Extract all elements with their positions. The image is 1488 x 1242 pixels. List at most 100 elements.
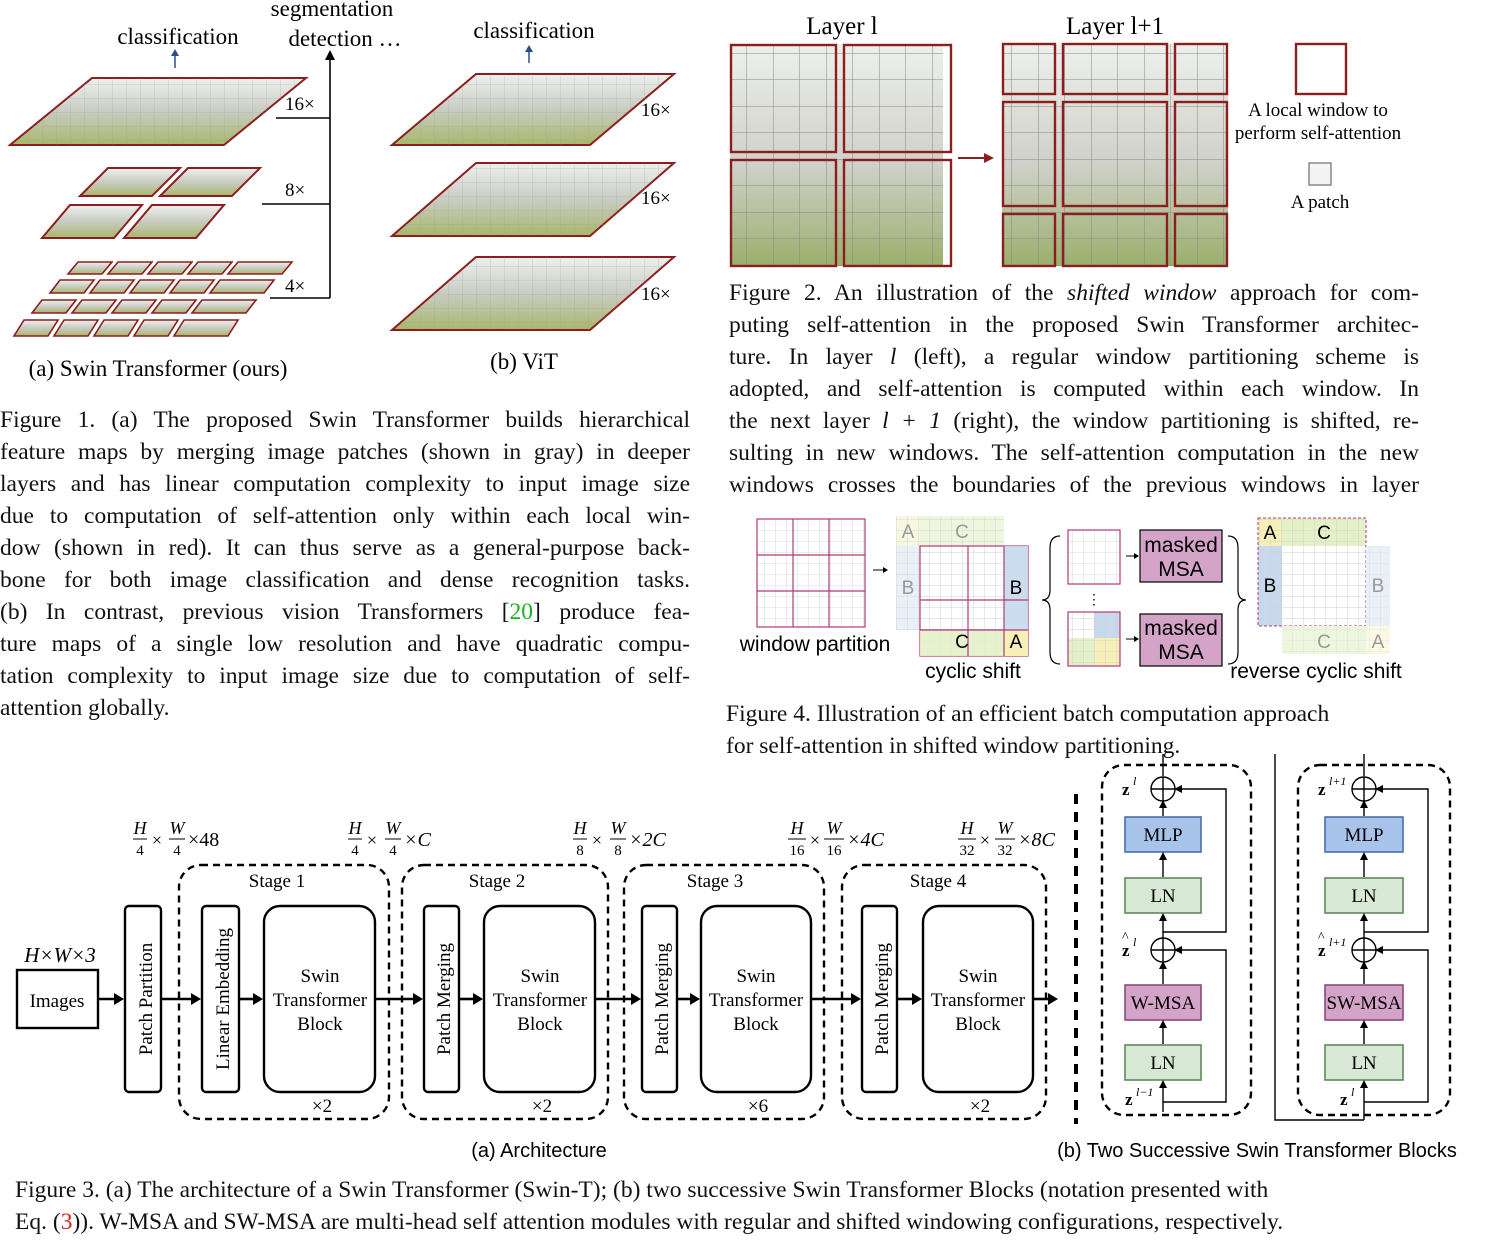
swin-block-stage-3: Swin Transformer Block [699, 904, 813, 1094]
svg-text:×: × [367, 830, 377, 850]
dims-input-embedding: H 4 × W 4 ×48 [133, 818, 220, 859]
svg-text:×: × [980, 830, 990, 850]
svg-text:MSA: MSA [1158, 641, 1204, 664]
dims-stage-4: H 32 × W 32 ×8C [958, 818, 1055, 859]
svg-text:×: × [152, 830, 162, 850]
svg-text:l: l [1133, 935, 1137, 949]
batch-window-top [1067, 529, 1121, 585]
masked-msa-box-top: masked MSA [1139, 529, 1223, 583]
segmentation-label: segmentation [271, 0, 394, 21]
vit-layer-top [389, 73, 677, 146]
legend-window-label: A local window to [1248, 100, 1388, 121]
cyclic-shift-label: cyclic shift [925, 660, 1021, 683]
svg-text:Patch Merging: Patch Merging [434, 942, 455, 1055]
svg-text:LN: LN [1351, 886, 1377, 907]
faded-a-label: A [902, 522, 915, 543]
reverse-faded-b-label: B [1372, 576, 1385, 597]
patch-partition-box: Patch Partition [123, 904, 163, 1094]
swin-block-stage-4: Swin Transformer Block [921, 904, 1035, 1094]
patch-merging-box-4: Patch Merging [860, 904, 899, 1094]
reverse-c-label: C [1317, 523, 1331, 544]
faded-b-label: B [902, 578, 915, 599]
stage-4-label: Stage 4 [910, 871, 967, 892]
stage-2-repeat: ×2 [532, 1096, 552, 1117]
stage-3-label: Stage 3 [687, 871, 743, 892]
svg-text:32: 32 [998, 843, 1013, 859]
svg-text:8: 8 [614, 843, 622, 859]
svg-text:Patch Merging: Patch Merging [652, 942, 673, 1055]
input-dims-label: H×W×3 [23, 943, 96, 967]
swin-block-swmsa: MLP LN SW-MSA LN [1296, 754, 1452, 1120]
dims-stage-1: H 4 × W 4 ×C [348, 818, 432, 859]
faded-c-label: C [955, 522, 969, 543]
svg-text:LN: LN [1150, 886, 1176, 907]
masked-msa-box-bottom: masked MSA [1139, 613, 1223, 667]
fig3-subcaption-b: (b) Two Successive Swin Transformer Bloc… [1057, 1140, 1457, 1162]
reverse-cyclic-shift-label: reverse cyclic shift [1230, 660, 1402, 683]
figure-4-caption: Figure 4. Illustration of an efficient b… [726, 701, 1330, 759]
svg-text:MLP: MLP [1143, 825, 1182, 846]
svg-text:4: 4 [136, 843, 144, 859]
svg-text:×48: ×48 [188, 829, 219, 851]
svg-text:Transformer: Transformer [493, 990, 588, 1011]
reverse-b-label: B [1264, 576, 1277, 597]
svg-text:masked: masked [1144, 534, 1218, 557]
svg-text:MLP: MLP [1344, 825, 1383, 846]
images-box: Images [15, 968, 100, 1030]
stage-4-repeat: ×2 [970, 1096, 990, 1117]
vit-scale-middle: 16× [641, 188, 671, 209]
svg-text:l: l [1133, 774, 1137, 788]
reverse-faded-a-label: A [1372, 632, 1385, 653]
svg-text:z: z [1340, 1090, 1348, 1109]
classification-arrowhead-a [171, 49, 179, 56]
reverse-a-label: A [1264, 523, 1277, 544]
legend-patch-label: A patch [1291, 192, 1350, 213]
batch-ellipsis: ⋮ [1087, 593, 1101, 608]
figure-1-diagram: classification segmentation detection … [7, 0, 677, 381]
equation-3-ref[interactable]: 3 [60, 1209, 73, 1235]
fig3-subcaption-a: (a) Architecture [471, 1140, 607, 1162]
svg-text:W: W [170, 818, 187, 838]
figure-2-caption: Figure 2. An illustration of the shifted… [729, 280, 1420, 498]
svg-text:H: H [573, 818, 588, 838]
layer-l-windows [729, 43, 953, 268]
citation-20[interactable]: 20 [509, 599, 534, 625]
svg-text:z: z [1318, 941, 1326, 960]
swin-block-wmsa: MLP LN W-MSA LN [1100, 754, 1253, 1117]
svg-text:32: 32 [960, 843, 975, 859]
swin-layer-16x [7, 77, 309, 146]
shifted-a-label: A [1010, 632, 1023, 653]
svg-text:Transformer: Transformer [273, 990, 368, 1011]
svg-text:LN: LN [1351, 1053, 1377, 1074]
svg-text:z: z [1122, 780, 1130, 799]
figure-4-diagram: window partition A C B B C A cyclic shif… [739, 516, 1402, 683]
svg-text:MSA: MSA [1158, 558, 1204, 581]
svg-text:H: H [348, 818, 363, 838]
svg-text:z: z [1125, 1090, 1133, 1109]
figure-2-diagram: Layer l Layer l+1 A local window to perf… [729, 13, 1402, 268]
stage-1-repeat: ×2 [312, 1096, 332, 1117]
swin-layer-8x [39, 167, 263, 239]
svg-text:Patch Merging: Patch Merging [872, 942, 893, 1055]
svg-text:W-MSA: W-MSA [1131, 993, 1196, 1014]
svg-text:W: W [827, 818, 844, 838]
shifted-c-label: C [955, 632, 969, 653]
svg-text:4: 4 [173, 843, 181, 859]
dims-stage-2: H 8 × W 8 ×2C [573, 818, 667, 859]
svg-text:^: ^ [1122, 930, 1129, 945]
svg-text:W: W [998, 818, 1015, 838]
svg-text:×8C: ×8C [1018, 829, 1055, 851]
svg-text:×C: ×C [404, 829, 431, 851]
layer-l1-windows [1001, 42, 1229, 268]
scale-4x-label: 4× [285, 276, 305, 297]
svg-text:H: H [960, 818, 975, 838]
patch-merging-box-3: Patch Merging [640, 904, 679, 1094]
svg-text:^: ^ [1318, 930, 1325, 945]
svg-text:×: × [810, 830, 820, 850]
block-connector-line [1274, 754, 1364, 1121]
svg-text:Swin: Swin [736, 966, 776, 987]
svg-text:8: 8 [576, 843, 584, 859]
fig1-subcaption-a: (a) Swin Transformer (ours) [29, 356, 288, 381]
classification-arrowhead-b [525, 45, 533, 52]
patch-merging-box-2: Patch Merging [422, 904, 461, 1094]
